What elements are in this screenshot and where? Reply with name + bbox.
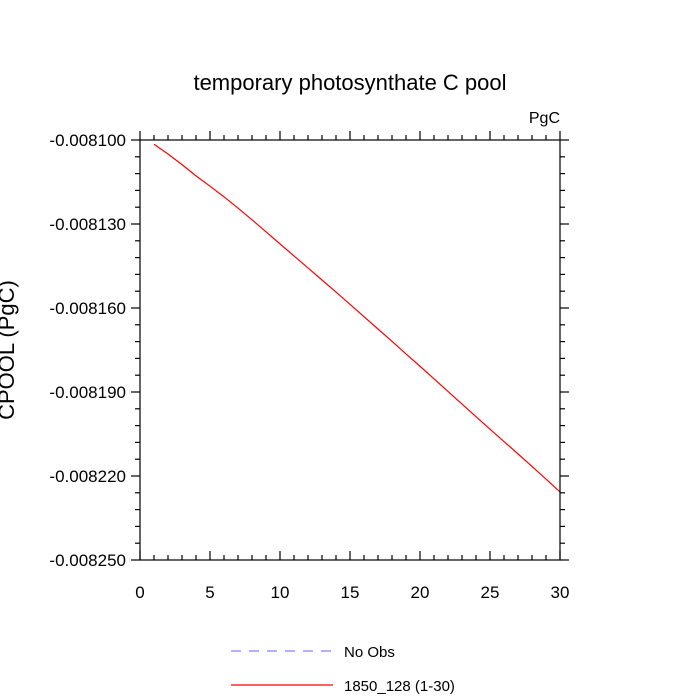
- series-lines: [153, 143, 561, 493]
- y-tick-label: -0.008220: [49, 467, 126, 486]
- axis-ticks: [131, 131, 569, 561]
- x-tick-label: 30: [551, 583, 570, 602]
- x-axis-tick-labels: 0 5 10 15 20 25 30: [135, 583, 569, 602]
- x-tick-label: 10: [271, 583, 290, 602]
- chart-title: temporary photosynthate C pool: [193, 70, 506, 95]
- x-tick-label: 0: [135, 583, 144, 602]
- series-line-1: [153, 143, 561, 493]
- y-tick-label: -0.008130: [49, 215, 126, 234]
- y-tick-label: -0.008160: [49, 299, 126, 318]
- y-axis-tick-labels: -0.008100 -0.008130 -0.008160 -0.008190 -0.0…: [49, 131, 126, 570]
- y-tick-label: -0.008190: [49, 383, 126, 402]
- plot-frame: [139, 139, 561, 561]
- x-tick-label: 25: [481, 583, 500, 602]
- units-label: PgC: [529, 110, 560, 127]
- y-axis-title: CPOOL (PgC): [0, 280, 19, 420]
- legend-label-0: No Obs: [344, 644, 395, 661]
- x-tick-label: 20: [411, 583, 430, 602]
- x-tick-label: 5: [205, 583, 214, 602]
- legend: No Obs 1850_128 (1-30): [231, 644, 455, 695]
- y-tick-label: -0.008100: [49, 131, 126, 150]
- x-tick-label: 15: [341, 583, 360, 602]
- y-tick-label: -0.008250: [49, 551, 126, 570]
- legend-label-1: 1850_128 (1-30): [344, 678, 455, 695]
